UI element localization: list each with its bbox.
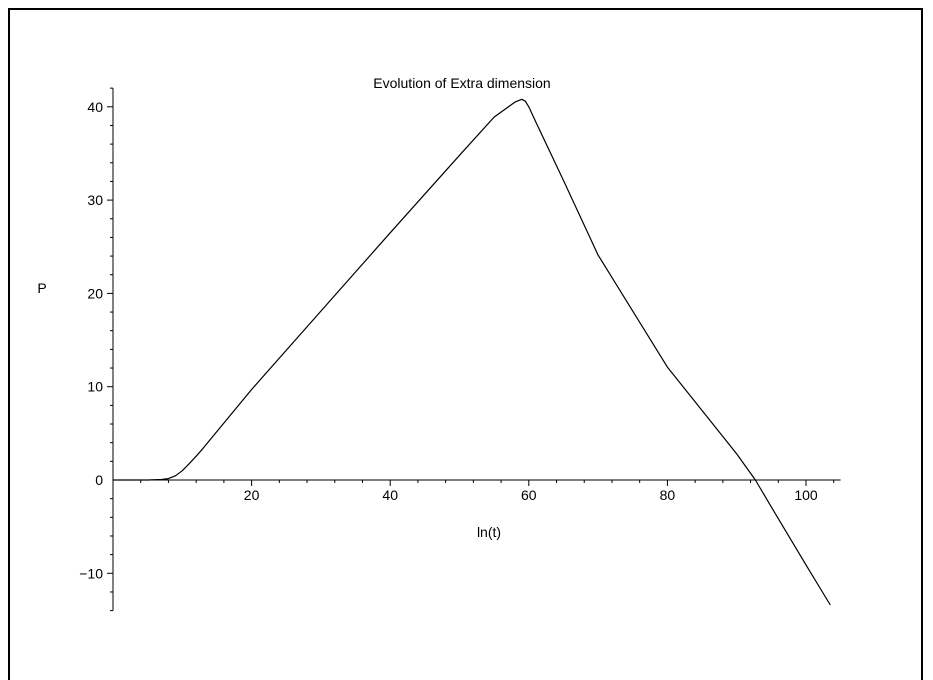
- x-tick-label: 100: [794, 487, 818, 503]
- tick-labels: 20 40 60 80 100 −10 0 10 20 30 40: [79, 99, 818, 581]
- x-tick-label: 40: [382, 487, 398, 503]
- y-axis-label: P: [37, 280, 46, 296]
- x-tick-label: 20: [244, 487, 260, 503]
- y-tick-label: 20: [87, 285, 103, 301]
- y-tick-label: 30: [87, 192, 103, 208]
- series-line: [113, 98, 831, 606]
- y-tick-label: 0: [95, 472, 103, 488]
- chart-title: Evolution of Extra dimension: [373, 75, 550, 91]
- y-tick-label: −10: [79, 565, 103, 581]
- x-axis-label: ln(t): [477, 524, 501, 540]
- figure-frame: [8, 8, 923, 680]
- ticks: [107, 87, 835, 612]
- x-tick-label: 60: [521, 487, 537, 503]
- y-tick-label: 10: [87, 379, 103, 395]
- y-tick-label: 40: [87, 99, 103, 115]
- series: [113, 98, 831, 606]
- x-tick-label: 80: [660, 487, 676, 503]
